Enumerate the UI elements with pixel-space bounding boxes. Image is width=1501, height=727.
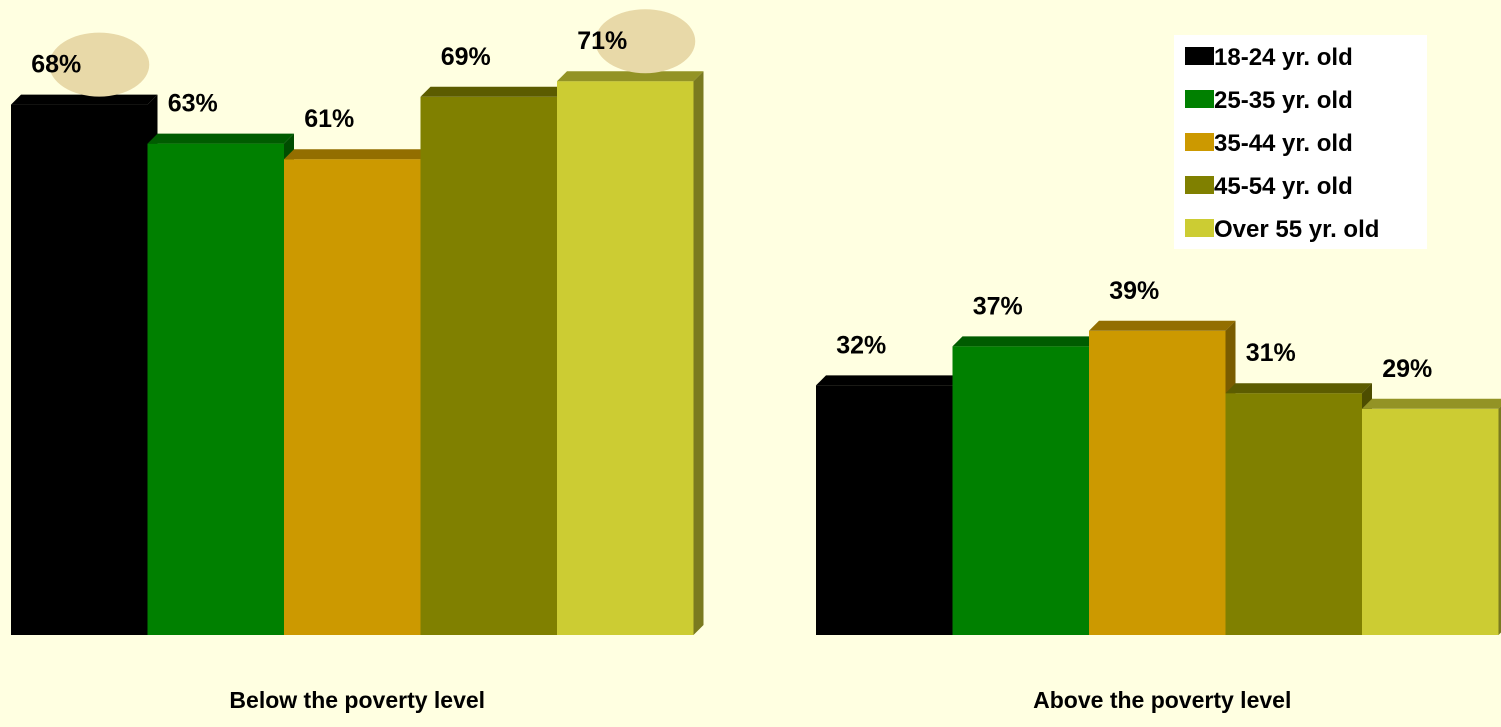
bar-below-the-poverty-level-35-44-yr-old-top — [284, 149, 431, 159]
data-label-below-the-poverty-level-35-44-yr-old: 61% — [304, 105, 354, 133]
bar-below-the-poverty-level-25-35-yr-old-front — [148, 144, 285, 635]
bar-above-the-poverty-level-18-24-yr-old — [816, 375, 963, 635]
bar-above-the-poverty-level-18-24-yr-old-front — [816, 385, 953, 635]
bar-above-the-poverty-level-over-55-yr-old — [1362, 399, 1501, 635]
category-label-below-the-poverty-level: Below the poverty level — [229, 687, 485, 713]
bar-above-the-poverty-level-35-44-yr-old-front — [1089, 331, 1226, 635]
bar-below-the-poverty-level-18-24-yr-old-front — [11, 105, 148, 635]
bar-above-the-poverty-level-35-44-yr-old — [1089, 321, 1236, 635]
data-label-above-the-poverty-level-over-55-yr-old: 29% — [1382, 355, 1432, 383]
bar-above-the-poverty-level-25-35-yr-old — [953, 336, 1100, 635]
bar-below-the-poverty-level-over-55-yr-old — [557, 71, 704, 635]
bar-above-the-poverty-level-25-35-yr-old-front — [953, 346, 1090, 635]
legend-swatch-18-24-yr-old — [1185, 47, 1214, 65]
bar-below-the-poverty-level-over-55-yr-old-front — [557, 81, 694, 635]
bar-above-the-poverty-level-over-55-yr-old-front — [1362, 409, 1499, 635]
legend-label-over-55-yr-old: Over 55 yr. old — [1214, 216, 1379, 243]
legend-swatch-over-55-yr-old — [1185, 219, 1214, 237]
data-label-above-the-poverty-level-45-54-yr-old: 31% — [1246, 339, 1296, 367]
bar-below-the-poverty-level-25-35-yr-old — [148, 134, 295, 635]
legend-swatch-35-44-yr-old — [1185, 133, 1214, 151]
bar-below-the-poverty-level-25-35-yr-old-top — [148, 134, 295, 144]
bar-below-the-poverty-level-45-54-yr-old-front — [421, 97, 558, 635]
bar-above-the-poverty-level-over-55-yr-old-top — [1362, 399, 1501, 409]
bar-below-the-poverty-level-over-55-yr-old-side — [694, 71, 704, 635]
legend-label-18-24-yr-old: 18-24 yr. old — [1214, 44, 1353, 71]
data-label-below-the-poverty-level-over-55-yr-old: 71% — [577, 27, 627, 55]
data-label-below-the-poverty-level-25-35-yr-old: 63% — [168, 90, 218, 118]
legend-label-35-44-yr-old: 35-44 yr. old — [1214, 130, 1353, 157]
bar-above-the-poverty-level-18-24-yr-old-top — [816, 375, 963, 385]
legend: 18-24 yr. old 25-35 yr. old 35-44 yr. old 4… — [1174, 35, 1427, 249]
bar-above-the-poverty-level-35-44-yr-old-top — [1089, 321, 1236, 331]
bar-below-the-poverty-level-45-54-yr-old — [421, 87, 568, 635]
bar-below-the-poverty-level-45-54-yr-old-top — [421, 87, 568, 97]
data-label-above-the-poverty-level-35-44-yr-old: 39% — [1109, 277, 1159, 305]
bar-below-the-poverty-level-35-44-yr-old — [284, 149, 431, 635]
bar-below-the-poverty-level-18-24-yr-old — [11, 95, 158, 635]
bar-below-the-poverty-level-18-24-yr-old-top — [11, 95, 158, 105]
bar-above-the-poverty-level-45-54-yr-old — [1226, 383, 1373, 635]
bar-below-the-poverty-level-35-44-yr-old-front — [284, 159, 421, 635]
data-label-below-the-poverty-level-18-24-yr-old: 68% — [31, 51, 81, 79]
data-label-below-the-poverty-level-45-54-yr-old: 69% — [441, 43, 491, 71]
bar-above-the-poverty-level-25-35-yr-old-top — [953, 336, 1100, 346]
legend-label-25-35-yr-old: 25-35 yr. old — [1214, 87, 1353, 114]
legend-label-45-54-yr-old: 45-54 yr. old — [1214, 173, 1353, 200]
category-label-above-the-poverty-level: Above the poverty level — [1033, 687, 1291, 713]
legend-swatch-25-35-yr-old — [1185, 90, 1214, 108]
bar-above-the-poverty-level-45-54-yr-old-front — [1226, 393, 1363, 635]
bar-above-the-poverty-level-45-54-yr-old-top — [1226, 383, 1373, 393]
data-label-above-the-poverty-level-18-24-yr-old: 32% — [836, 331, 886, 359]
legend-swatch-45-54-yr-old — [1185, 176, 1214, 194]
bar-below-the-poverty-level-over-55-yr-old-top — [557, 71, 704, 81]
data-label-above-the-poverty-level-25-35-yr-old: 37% — [973, 292, 1023, 320]
